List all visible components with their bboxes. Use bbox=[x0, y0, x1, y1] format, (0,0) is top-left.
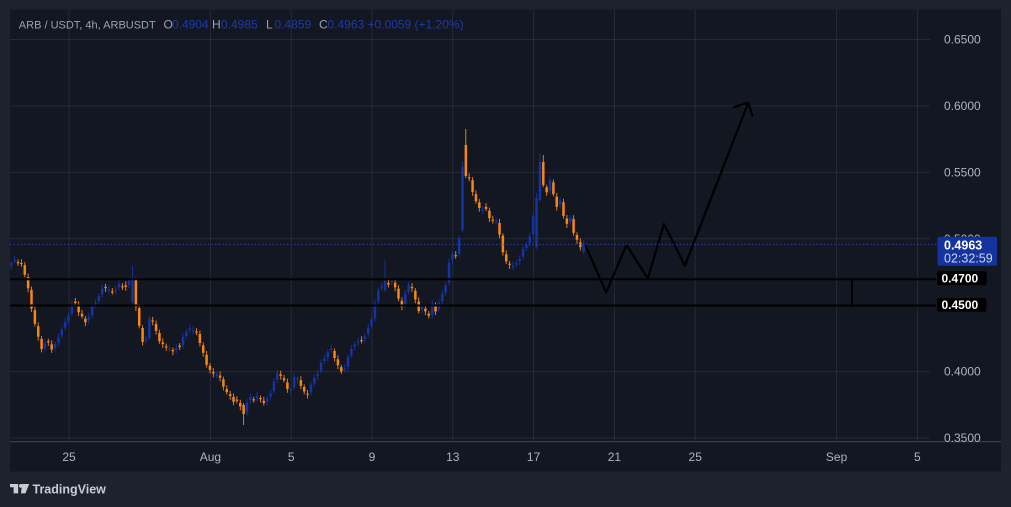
svg-text:9: 9 bbox=[369, 450, 376, 464]
svg-text:0.4000: 0.4000 bbox=[944, 365, 981, 379]
svg-text:H: H bbox=[212, 18, 221, 32]
svg-text:0.4904: 0.4904 bbox=[172, 18, 209, 32]
svg-text:+0.0059 (+1.20%): +0.0059 (+1.20%) bbox=[368, 18, 464, 32]
svg-text:TradingView: TradingView bbox=[33, 482, 107, 496]
svg-text:0.5500: 0.5500 bbox=[944, 165, 981, 179]
svg-text:5: 5 bbox=[288, 450, 295, 464]
svg-text:5: 5 bbox=[914, 450, 921, 464]
svg-text:0.4985: 0.4985 bbox=[221, 18, 258, 32]
svg-text:25: 25 bbox=[689, 450, 703, 464]
svg-text:02:32:59: 02:32:59 bbox=[944, 252, 993, 266]
svg-text:C: C bbox=[319, 18, 328, 32]
svg-text:13: 13 bbox=[446, 450, 460, 464]
svg-text:Aug: Aug bbox=[200, 450, 221, 464]
svg-text:0.6500: 0.6500 bbox=[944, 33, 981, 47]
svg-text:0.6000: 0.6000 bbox=[944, 99, 981, 113]
svg-text:0.4963: 0.4963 bbox=[328, 18, 365, 32]
svg-text:21: 21 bbox=[608, 450, 622, 464]
svg-text:Sep: Sep bbox=[826, 450, 848, 464]
svg-text:0.4700: 0.4700 bbox=[942, 271, 979, 285]
svg-text:0.3500: 0.3500 bbox=[944, 431, 981, 445]
svg-text:25: 25 bbox=[62, 450, 76, 464]
svg-text:ARB / USDT, 4h, ARBUSDT: ARB / USDT, 4h, ARBUSDT bbox=[19, 20, 156, 32]
svg-text:0.4963: 0.4963 bbox=[944, 239, 982, 253]
svg-text:0.4500: 0.4500 bbox=[942, 298, 979, 312]
svg-text:O: O bbox=[164, 18, 173, 32]
svg-text:0.4859: 0.4859 bbox=[275, 18, 312, 32]
svg-text:17: 17 bbox=[527, 450, 541, 464]
svg-text:L: L bbox=[266, 18, 273, 32]
